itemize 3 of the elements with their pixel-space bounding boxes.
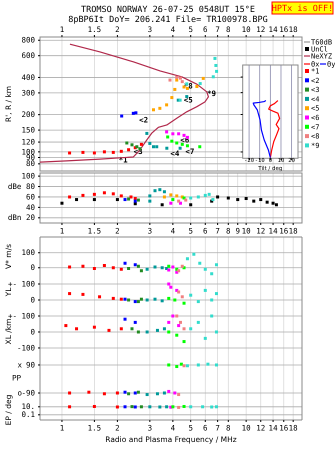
text: HPTx is OFF! [272,4,334,14]
chart-subtitle: 8pBP6It DoY= 206.241 File= TR100978.BPG [68,15,268,25]
chart-title: TROMSO NORWAY 26-07-25 0548UT 15°E [81,5,255,15]
